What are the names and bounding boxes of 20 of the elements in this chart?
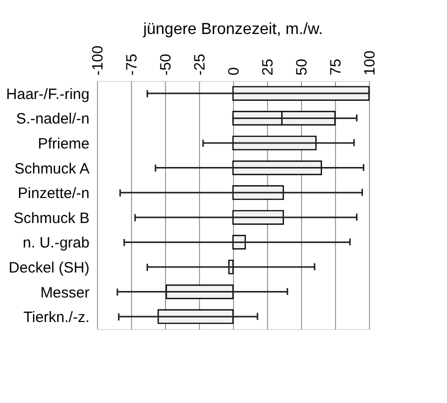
x-tick-label: 0 [226,67,242,76]
y-tick-label: Schmuck B [14,210,90,227]
x-tick-label: -75 [124,54,140,76]
x-tick-label: -50 [158,54,174,76]
x-tick-label: 50 [294,58,310,76]
x-tick-label: -25 [192,54,208,76]
y-tick-label: Pinzette/-n [18,185,90,202]
x-tick-label: 75 [328,58,344,76]
y-tick-label: Haar-/F.-ring [6,86,90,103]
y-tick-label: Schmuck A [14,160,90,178]
y-tick-label: Deckel (SH) [8,260,90,276]
chart-title: jüngere Bronzezeit, m./w. [142,20,323,38]
x-tick-label: -100 [90,45,106,76]
y-tick-label: S.-nadel/-n [16,110,90,128]
x-tick-label: 100 [362,50,378,76]
y-tick-label: Messer [40,284,90,302]
y-tick-label: Pfrieme [38,136,90,152]
y-tick-label: Tierkn./-z. [23,309,90,326]
y-tick-label: n. U.-grab [22,234,90,252]
x-tick-label: 25 [260,58,276,76]
